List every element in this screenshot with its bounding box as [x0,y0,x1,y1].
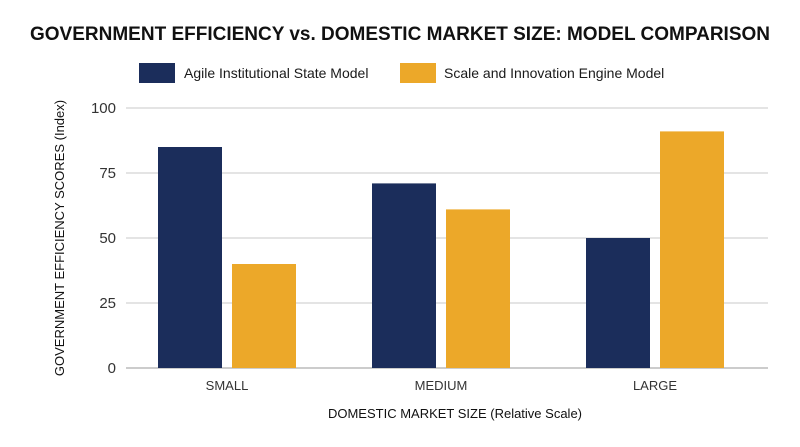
bar-small-series-1 [232,264,296,368]
chart-title: GOVERNMENT EFFICIENCY vs. DOMESTIC MARKE… [30,24,770,45]
bar-large-series-1 [660,131,724,368]
y-tick-label-0: 0 [108,360,116,377]
y-axis-ticks: 0 25 50 75 100 [91,100,116,377]
y-tick-label-100: 100 [91,100,116,117]
x-category-label-large: LARGE [633,378,677,393]
bar-medium-series-0 [372,183,436,368]
y-axis-label: GOVERNMENT EFFICIENCY SCORES (Index) [52,100,67,376]
legend-label-agile: Agile Institutional State Model [184,65,368,81]
bar-large-series-0 [586,238,650,368]
y-tick-label-75: 75 [99,165,116,182]
y-tick-label-25: 25 [99,295,116,312]
x-category-label-small: SMALL [206,378,249,393]
x-axis-label: DOMESTIC MARKET SIZE (Relative Scale) [328,406,582,421]
x-category-label-medium: MEDIUM [415,378,468,393]
bars [158,131,724,368]
legend-swatch-agile [139,63,175,83]
bar-small-series-0 [158,147,222,368]
legend-swatch-scale [400,63,436,83]
bar-medium-series-1 [446,209,510,368]
x-axis-categories: SMALL MEDIUM LARGE [206,378,678,393]
legend: Agile Institutional State Model Scale an… [139,63,664,83]
y-tick-label-50: 50 [99,230,116,247]
legend-label-scale: Scale and Innovation Engine Model [444,65,664,81]
